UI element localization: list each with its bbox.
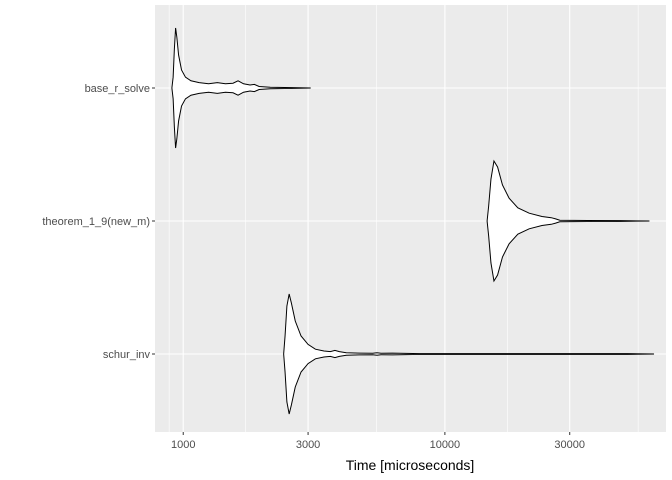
x-tick-label-3: 30000	[554, 439, 585, 451]
violin-schur_inv	[283, 293, 655, 415]
violins	[171, 27, 655, 415]
x-tick-label-1: 3000	[296, 439, 320, 451]
x-axis: 1000 3000 10000 30000	[171, 432, 585, 451]
violin-base_r_solve	[171, 27, 311, 149]
x-tick-label-2: 10000	[430, 439, 461, 451]
x-tick-label-0: 1000	[171, 439, 195, 451]
y-tick-label-2: schur_inv	[103, 349, 151, 361]
violin-theorem_1_9(new_m)	[486, 159, 650, 283]
y-tick-label-0: base_r_solve	[85, 83, 150, 95]
panel-background	[155, 5, 666, 432]
y-tick-label-1: theorem_1_9(new_m)	[42, 216, 150, 228]
y-axis: base_r_solve theorem_1_9(new_m) schur_inv	[42, 83, 155, 361]
x-axis-title: Time [microseconds]	[346, 457, 475, 473]
